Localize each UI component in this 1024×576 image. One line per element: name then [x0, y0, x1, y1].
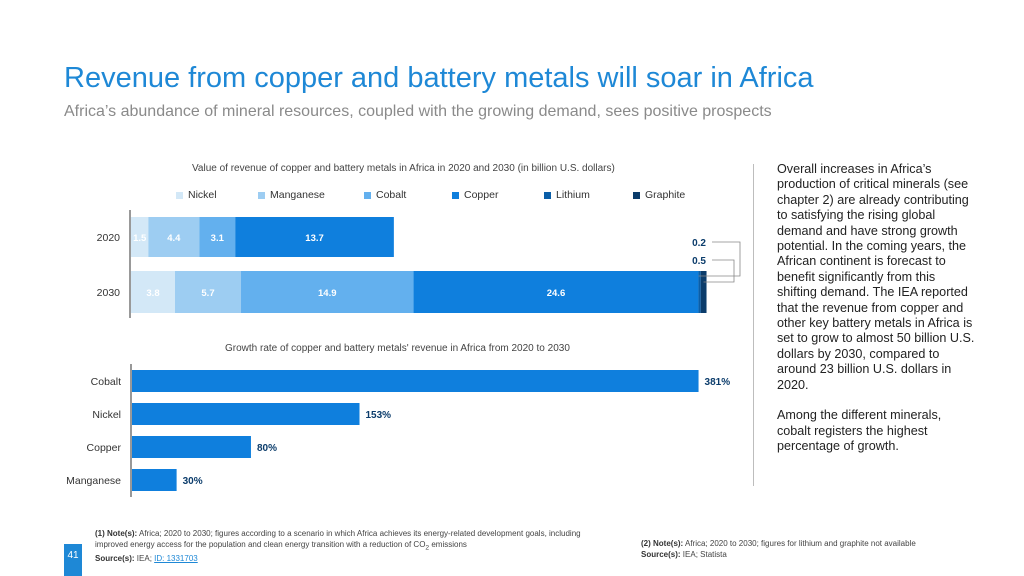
chart1-legend: Nickel Manganese Cobalt Copper Lithium G…	[176, 189, 736, 203]
chart2-value-label-manganese: 30%	[183, 476, 203, 487]
chart1-value-label-2020-manganese: 4.4	[167, 233, 181, 244]
note2-text: Africa; 2020 to 2030; figures for lithiu…	[685, 539, 916, 548]
chart1-callout-line-graphite	[703, 259, 735, 283]
chart1-bar-2020-copper	[235, 217, 394, 257]
chart2-value-label-cobalt: 381%	[705, 377, 731, 388]
chart1-category-label-2020: 2020	[97, 232, 121, 244]
legend-label-graphite: Graphite	[645, 189, 686, 201]
page-number: 41	[64, 544, 82, 576]
page-title: Revenue from copper and battery metals w…	[64, 62, 814, 94]
chart1-value-label-2020-cobalt: 3.1	[211, 233, 225, 244]
note1-end: emissions	[429, 539, 467, 549]
chart1-bar-2030-cobalt	[241, 271, 414, 313]
chart1-value-label-2030-copper: 24.6	[547, 288, 566, 299]
legend-label-cobalt: Cobalt	[376, 189, 407, 201]
legend-swatch-manganese	[258, 191, 265, 199]
divider	[753, 164, 754, 486]
chart1-value-label-2030-nickel: 3.8	[146, 288, 159, 299]
chart2-value-label-copper: 80%	[257, 443, 277, 454]
side-paragraph-1: Overall increases in Africa’s production…	[777, 162, 975, 392]
source1-link[interactable]: ID: 1331703	[154, 553, 198, 563]
chart2-bar-nickel	[132, 403, 360, 425]
source2-label: Source(s):	[641, 549, 681, 559]
chart2-category-label-cobalt: Cobalt	[91, 376, 121, 388]
chart1-callout-graphite: 0.5	[692, 256, 706, 267]
note1-label: (1) Note(s):	[95, 529, 138, 538]
chart1-value-label-2020-nickel: 1.5	[133, 233, 147, 244]
chart2-value-label-nickel: 153%	[366, 410, 392, 421]
legend-label-copper: Copper	[464, 189, 499, 201]
legend-label-lithium: Lithium	[556, 189, 590, 201]
chart1-category-label-2030: 2030	[97, 287, 121, 299]
page-subtitle: Africa’s abundance of mineral resources,…	[64, 103, 772, 120]
source1-text: IEA;	[136, 553, 155, 563]
legend-item-copper: Copper	[452, 189, 498, 201]
legend-swatch-lithium	[544, 191, 551, 199]
source2-text: IEA; Statista	[682, 549, 727, 559]
chart1-title: Value of revenue of copper and battery m…	[192, 163, 615, 174]
chart1-value-label-2020-copper: 13.7	[305, 233, 324, 244]
chart1-callout-line-lithium	[698, 241, 741, 277]
chart2-title: Growth rate of copper and battery metals…	[225, 343, 570, 354]
chart2-bar-copper	[132, 436, 251, 458]
note1-text: Africa; 2020 to 2030; figures according …	[95, 529, 581, 549]
legend-item-cobalt: Cobalt	[364, 189, 406, 201]
chart1-bar-2020-nickel	[131, 217, 149, 257]
legend-item-lithium: Lithium	[544, 189, 590, 201]
legend-label-manganese: Manganese	[270, 189, 325, 201]
chart1-value-label-2030-manganese: 5.7	[201, 288, 214, 299]
side-paragraph-2: Among the different minerals, cobalt reg…	[777, 408, 942, 453]
chart2-category-label-copper: Copper	[87, 442, 122, 454]
legend-label-nickel: Nickel	[188, 189, 217, 201]
chart2-bar-cobalt	[132, 370, 699, 392]
note2-label: (2) Note(s):	[641, 539, 684, 548]
chart2-category-label-nickel: Nickel	[92, 409, 121, 421]
chart2-bar-manganese	[132, 469, 177, 491]
chart1-bar-2020-manganese	[148, 217, 200, 257]
chart1-bar-2030-manganese	[175, 271, 242, 313]
footer-notes-2: (2) Note(s): Africa; 2020 to 2030; figur…	[641, 539, 981, 560]
source1-label: Source(s):	[95, 553, 135, 563]
note1-sub: 2	[425, 544, 430, 552]
chart1-bar-2030-lithium	[698, 271, 701, 313]
legend-item-graphite: Graphite	[633, 189, 685, 201]
chart1-callout-lithium: 0.2	[692, 238, 706, 249]
legend-swatch-cobalt	[364, 191, 371, 199]
legend-item-nickel: Nickel	[176, 189, 217, 201]
chart1-bar-2020-cobalt	[199, 217, 236, 257]
chart1-bar-2030-graphite	[700, 271, 707, 313]
chart2-category-label-manganese: Manganese	[66, 475, 121, 487]
chart1-bar-2030-nickel	[131, 271, 176, 313]
footer-notes-1: (1) Note(s): Africa; 2020 to 2030; figur…	[95, 529, 595, 564]
chart1-bar-2030-copper	[413, 271, 699, 313]
side-commentary: Overall increases in Africa’s production…	[777, 162, 977, 469]
legend-item-manganese: Manganese	[258, 189, 325, 201]
legend-swatch-graphite	[633, 191, 640, 199]
chart1-value-label-2030-cobalt: 14.9	[318, 288, 337, 299]
legend-swatch-nickel	[176, 191, 183, 199]
legend-swatch-copper	[452, 191, 459, 199]
